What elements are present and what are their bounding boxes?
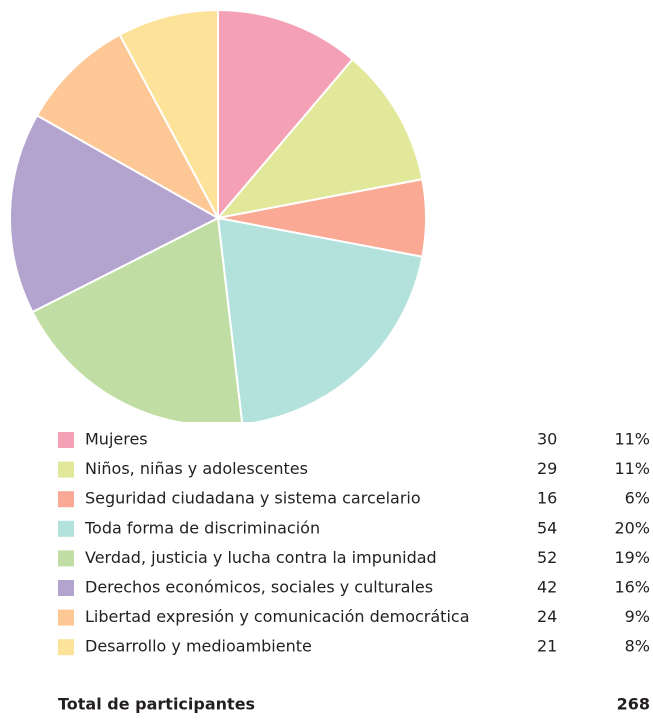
legend-percent: 11% (614, 459, 650, 478)
legend-swatch (58, 609, 74, 626)
legend-swatch (58, 491, 74, 508)
legend-swatch (58, 580, 74, 596)
total-value: 268 (617, 695, 650, 714)
legend-label: Niños, niñas y adolescentes (85, 459, 308, 478)
legend-swatch (58, 550, 74, 567)
legend-count: 30 (537, 430, 557, 449)
legend-label: Libertad expresión y comunicación democr… (85, 607, 470, 626)
legend-count: 21 (537, 637, 557, 656)
total-label: Total de participantes (58, 695, 255, 714)
pie-slice (9, 114, 221, 314)
legend-label: Seguridad ciudadana y sistema carcelario (85, 489, 421, 508)
pie-slice (31, 216, 244, 422)
legend-percent: 8% (625, 637, 650, 656)
pie-slice (118, 8, 219, 219)
legend-label: Toda forma de discriminación (84, 518, 320, 537)
legend-count: 54 (537, 518, 557, 537)
legend-swatch (58, 520, 74, 537)
legend-label: Desarrollo y medioambiente (85, 637, 312, 656)
legend-swatch (58, 461, 74, 478)
legend-label: Verdad, justicia y lucha contra la impun… (85, 548, 437, 567)
pie-slice (217, 8, 354, 221)
legend-percent: 11% (614, 430, 650, 449)
pie-slice (215, 57, 424, 220)
pie (9, 8, 427, 422)
legend-count: 52 (537, 548, 557, 567)
legend-label: Derechos económicos, sociales y cultural… (85, 578, 433, 597)
legend-percent: 6% (625, 489, 650, 508)
legend-percent: 19% (614, 548, 650, 567)
legend-percent: 16% (614, 578, 650, 597)
legend-percent: 20% (614, 518, 650, 537)
legend-percent: 9% (625, 607, 650, 626)
legend-count: 16 (537, 489, 557, 508)
legend-count: 29 (537, 459, 557, 478)
legend-count: 42 (537, 578, 557, 597)
legend-label: Mujeres (85, 430, 148, 449)
pie-slice (216, 216, 424, 422)
pie-slice (35, 33, 221, 221)
legend-swatch (58, 432, 74, 448)
legend-swatch (58, 639, 74, 656)
legend-count: 24 (537, 607, 557, 626)
